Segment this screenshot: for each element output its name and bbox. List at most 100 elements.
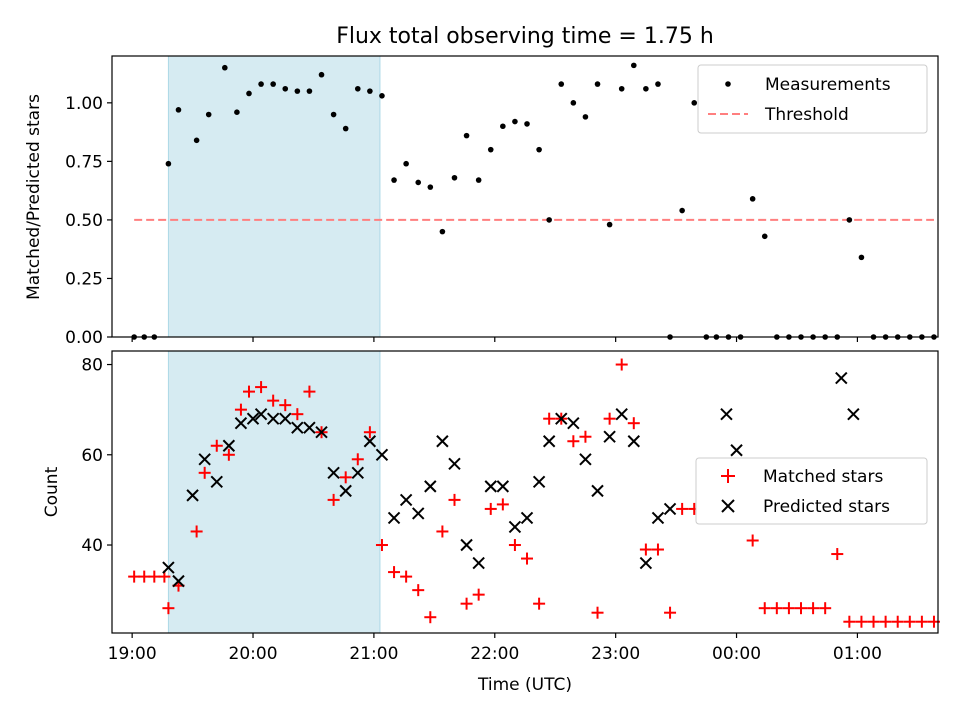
measurement-point-11 [270, 81, 276, 87]
predicted-star-point-0 [162, 561, 175, 574]
matched-star-point-62 [855, 615, 868, 628]
top-y-axis-label: Matched/Predicted stars [24, 94, 44, 300]
matched-star-point-9 [222, 448, 235, 461]
matched-star-point-47 [676, 502, 689, 515]
predicted-star-point-7 [246, 412, 260, 425]
matched-star-point-23 [388, 566, 401, 579]
predicted-star-point-32 [542, 435, 556, 448]
matched-star-point-29 [460, 597, 473, 610]
matched-star-point-60 [831, 548, 844, 561]
measurement-point-8 [234, 109, 240, 115]
legend-measurements-label: Measurements [765, 75, 891, 95]
matched-star-point-27 [436, 525, 449, 538]
bottom-y-ticks: 40 60 80 [81, 356, 112, 556]
top-x-ticks [131, 337, 859, 342]
predicted-star-point-42 [663, 502, 677, 516]
matched-star-point-10 [234, 403, 247, 416]
predicted-star-point-22 [424, 480, 437, 493]
matched-star-point-18 [327, 493, 340, 506]
matched-star-point-21 [363, 426, 376, 439]
matched-star-point-8 [210, 439, 223, 452]
measurement-point-10 [258, 81, 264, 87]
measurement-point-18 [354, 85, 361, 92]
measurement-point-33 [536, 146, 542, 153]
predicted-star-point-34 [567, 416, 580, 430]
top-axes-frame [111, 55, 939, 338]
measurement-point-26 [451, 174, 458, 181]
predicted-star-point-4 [210, 475, 223, 489]
xtick-label-4: 23:00 [591, 644, 640, 664]
matched-star-point-59 [819, 602, 832, 615]
predicted-star-point-19 [387, 511, 401, 525]
bottom-legend-frame [695, 457, 928, 525]
bottom-x-ticks: 19:00 20:00 21:00 22:00 23:00 00:00 01:00 [108, 633, 882, 664]
chart-title: Flux total observing time = 1.75 h [336, 24, 714, 49]
matched-star-point-38 [567, 435, 580, 448]
matched-star-point-12 [255, 381, 268, 394]
measurement-point-40 [618, 85, 625, 92]
bottom-ytick-label-0: 40 [81, 536, 103, 556]
measurement-point-41 [630, 62, 637, 69]
matched-star-point-32 [496, 498, 509, 511]
predicted-star-point-44 [730, 444, 743, 457]
predicted-star-point-1 [172, 574, 185, 588]
measurement-point-45 [679, 207, 685, 214]
predicted-star-point-14 [327, 466, 340, 480]
predicted-star-point-45 [835, 371, 848, 385]
matched-star-point-7 [198, 466, 211, 479]
measurement-point-12 [282, 85, 289, 92]
legend-measurements-marker [725, 81, 731, 87]
predicted-stars-points [162, 371, 860, 588]
predicted-star-point-37 [603, 430, 616, 443]
matched-star-point-35 [533, 597, 546, 610]
xtick-label-6: 01:00 [833, 644, 882, 664]
bottom-panel: 40 60 80 19:00 20:00 21:00 22:00 23:00 00:00 01:… [42, 350, 940, 695]
matched-star-point-41 [603, 412, 616, 425]
predicted-star-point-13 [315, 426, 328, 439]
measurement-point-16 [330, 111, 337, 118]
predicted-star-point-11 [291, 421, 304, 434]
matched-star-point-53 [746, 534, 759, 547]
matched-star-point-0 [128, 570, 141, 583]
measurement-point-59 [846, 217, 853, 223]
predicted-star-point-29 [508, 520, 522, 534]
predicted-star-point-26 [472, 556, 485, 570]
predicted-star-point-9 [266, 412, 280, 425]
matched-star-point-6 [190, 525, 203, 538]
predicted-star-point-5 [222, 439, 236, 452]
measurement-point-30 [500, 123, 506, 130]
predicted-star-point-6 [234, 416, 248, 430]
bottom-axes-frame [111, 350, 939, 634]
xtick-label-1: 20:00 [229, 644, 278, 664]
measurement-point-52 [761, 233, 768, 240]
bottom-ytick-label-2: 80 [81, 356, 103, 376]
predicted-star-point-20 [399, 493, 413, 507]
measurement-point-4 [175, 107, 182, 113]
predicted-star-point-35 [579, 453, 592, 466]
measurement-point-36 [570, 100, 577, 106]
measurement-point-51 [749, 196, 756, 202]
top-ytick-label-4: 1.00 [65, 94, 103, 114]
top-ytick-label-0: 0.00 [65, 328, 103, 348]
measurement-point-6 [205, 111, 212, 118]
matched-star-point-33 [508, 539, 521, 552]
matched-star-point-4 [162, 602, 175, 615]
measurement-point-28 [475, 177, 482, 183]
bottom-legend: Matched stars Predicted stars [695, 457, 928, 525]
top-legend-frame [697, 64, 928, 134]
predicted-star-point-25 [460, 538, 473, 552]
measurement-point-43 [655, 81, 661, 87]
legend-predicted-marker [721, 499, 735, 513]
matched-star-point-16 [303, 385, 316, 398]
matched-star-point-65 [891, 615, 904, 628]
matched-star-point-22 [375, 539, 388, 552]
predicted-star-point-36 [591, 484, 604, 498]
measurement-point-19 [367, 88, 373, 94]
measurement-point-21 [391, 177, 397, 183]
predicted-star-point-3 [198, 453, 211, 466]
matched-star-point-42 [615, 358, 628, 371]
matched-star-point-31 [484, 502, 497, 515]
predicted-star-point-33 [555, 412, 568, 425]
matched-star-point-46 [664, 606, 677, 619]
